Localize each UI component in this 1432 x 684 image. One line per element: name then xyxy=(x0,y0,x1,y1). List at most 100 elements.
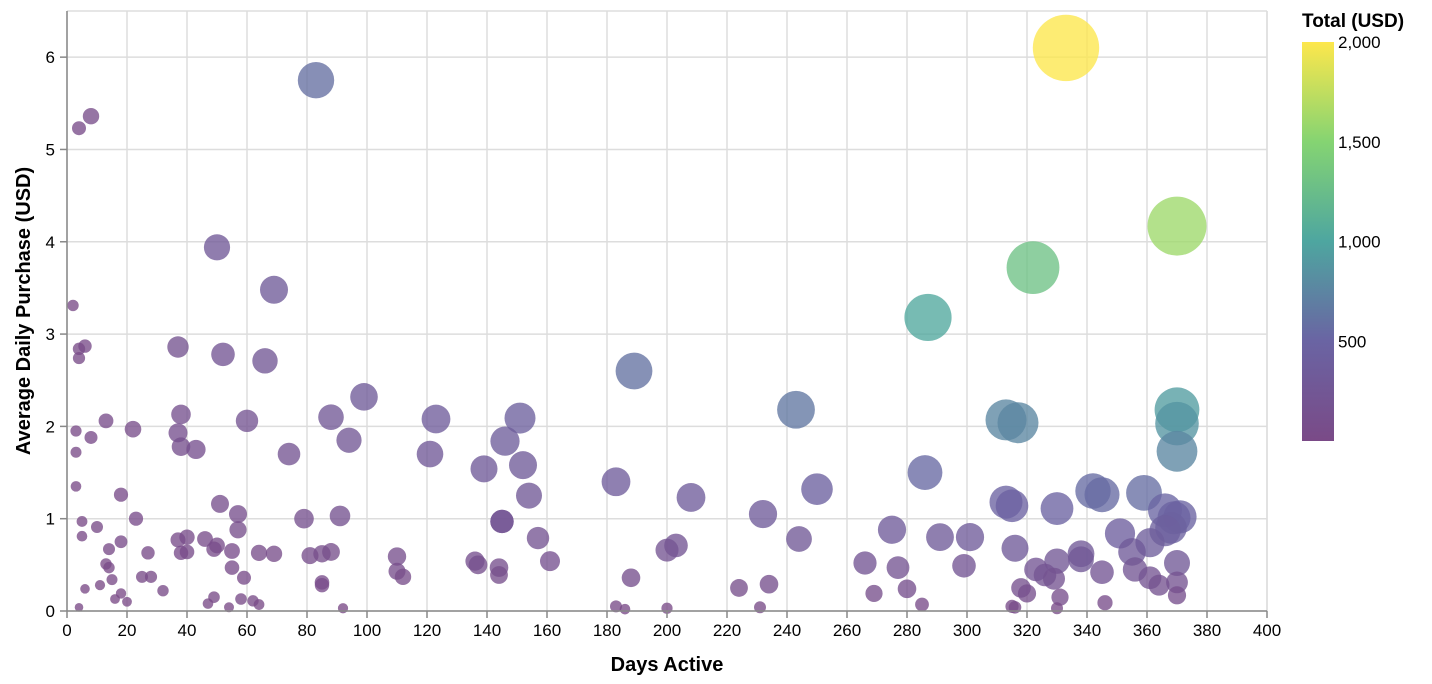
scatter-point xyxy=(1051,602,1063,615)
scatter-point xyxy=(777,390,815,429)
scatter-point xyxy=(1040,492,1074,525)
scatter-point xyxy=(1017,584,1037,603)
scatter-point xyxy=(1148,574,1170,596)
x-tick-label: 300 xyxy=(953,621,981,640)
scatter-point xyxy=(997,402,1039,444)
scatter-point xyxy=(72,351,86,365)
y-tick-label: 6 xyxy=(46,48,55,67)
scatter-point xyxy=(94,580,106,591)
legend-gradient xyxy=(1302,42,1334,441)
scatter-point xyxy=(197,531,213,547)
scatter-point xyxy=(1051,588,1069,606)
scatter-point xyxy=(336,427,362,453)
scatter-point xyxy=(329,505,351,527)
scatter-point xyxy=(113,487,129,502)
scatter-point xyxy=(730,579,748,597)
x-tick-label: 340 xyxy=(1073,621,1101,640)
scatter-point xyxy=(265,545,283,562)
scatter-point xyxy=(877,515,907,544)
scatter-point xyxy=(224,602,234,613)
scatter-point xyxy=(350,383,378,411)
scatter-point xyxy=(141,546,155,560)
scatter-point xyxy=(167,336,189,358)
x-tick-label: 260 xyxy=(833,621,861,640)
scatter-point xyxy=(610,600,622,613)
legend-label: 500 xyxy=(1338,332,1366,351)
x-tick-label: 160 xyxy=(533,621,561,640)
scatter-point xyxy=(70,481,82,492)
scatter-point xyxy=(337,603,349,614)
scatter-point xyxy=(124,420,142,438)
scatter-point xyxy=(67,299,79,312)
scatter-point xyxy=(526,526,550,550)
legend-label: 1,500 xyxy=(1338,133,1381,152)
scatter-point xyxy=(490,566,508,584)
scatter-point xyxy=(801,473,833,505)
scatter-point xyxy=(203,234,231,261)
x-tick-label: 60 xyxy=(238,621,257,640)
scatter-point xyxy=(394,568,412,586)
scatter-point xyxy=(76,530,88,542)
scatter-point xyxy=(748,499,778,529)
scatter-point xyxy=(387,547,407,566)
scatter-point xyxy=(84,430,98,444)
scatter-point xyxy=(1032,14,1100,82)
scatter-point xyxy=(516,482,542,509)
scatter-point xyxy=(157,584,169,597)
scatter-point xyxy=(237,570,251,585)
scatter-point xyxy=(170,532,186,548)
scatter-point xyxy=(128,511,144,526)
x-tick-label: 240 xyxy=(773,621,801,640)
scatter-point xyxy=(211,494,229,513)
x-tick-label: 220 xyxy=(713,621,741,640)
scatter-point xyxy=(106,574,118,586)
x-tick-label: 380 xyxy=(1193,621,1221,640)
scatter-point xyxy=(72,121,86,136)
y-tick-label: 0 xyxy=(46,602,55,621)
scatter-point xyxy=(277,442,301,466)
scatter-point xyxy=(904,293,952,342)
scatter-point xyxy=(470,455,498,483)
scatter-point xyxy=(314,577,330,593)
scatter-point xyxy=(235,593,247,605)
scatter-point xyxy=(1068,546,1094,573)
scatter-point xyxy=(136,570,148,583)
legend-label: 2,000 xyxy=(1338,33,1381,52)
y-axis-title: Average Daily Purchase (USD) xyxy=(13,167,35,455)
scatter-point xyxy=(490,509,514,534)
x-tick-label: 100 xyxy=(353,621,381,640)
scatter-point xyxy=(80,584,90,594)
scatter-point xyxy=(468,555,488,575)
x-tick-label: 20 xyxy=(118,621,137,640)
x-tick-label: 120 xyxy=(413,621,441,640)
scatter-point xyxy=(886,556,910,580)
legend-labels: 2,000 1,500 1,000 500 xyxy=(1338,33,1381,351)
x-tick-label: 0 xyxy=(62,621,71,640)
scatter-point xyxy=(1090,560,1114,585)
scatter-point xyxy=(1006,241,1060,295)
scatter-point xyxy=(72,342,86,356)
scatter-point xyxy=(865,584,883,603)
scatter-point xyxy=(110,594,120,604)
scatter-point xyxy=(676,483,706,512)
scatter-point xyxy=(318,404,344,430)
scatter-point xyxy=(103,543,115,556)
x-tick-label: 200 xyxy=(653,621,681,640)
scatter-point xyxy=(171,437,191,456)
scatter-point xyxy=(995,489,1029,523)
axes: 0 20 40 60 80 100 120 140 160 180 200 220 240 260 280 3… xyxy=(46,11,1281,640)
scatter-point xyxy=(173,545,189,561)
y-tick-label: 4 xyxy=(46,233,55,252)
x-tick-label: 280 xyxy=(893,621,921,640)
scatter-point xyxy=(619,603,631,615)
scatter-point xyxy=(1001,534,1029,562)
x-axis-title: Days Active xyxy=(611,654,724,676)
legend-title: Total (USD) xyxy=(1302,11,1404,32)
x-tick-label: 80 xyxy=(298,621,317,640)
scatter-point xyxy=(202,598,214,609)
scatter-point xyxy=(122,596,132,607)
scatter-point xyxy=(504,402,536,434)
scatter-point xyxy=(206,541,222,557)
scatter-point xyxy=(907,455,943,490)
x-tick-label: 320 xyxy=(1013,621,1041,640)
